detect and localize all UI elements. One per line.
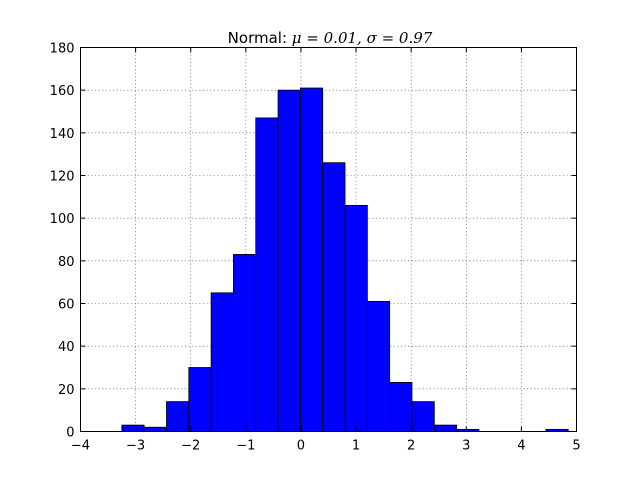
histogram-bar xyxy=(389,382,413,432)
plot-frame xyxy=(80,47,577,432)
histogram-bar xyxy=(366,300,391,432)
chart-title-text: Normal: xyxy=(228,29,292,47)
x-tick-label: 5 xyxy=(572,439,580,454)
chart-title: Normal: μ = 0.01, σ = 0.97 xyxy=(228,29,433,47)
x-tick-label: 0 xyxy=(297,439,305,454)
y-tick-label: 160 xyxy=(50,84,75,99)
histogram-bar xyxy=(433,424,458,432)
y-tick-label: 80 xyxy=(58,255,75,270)
histogram-bar xyxy=(344,204,368,432)
x-tick-label: 4 xyxy=(517,439,525,454)
y-tick-label: 20 xyxy=(58,383,75,398)
histogram-bar xyxy=(277,89,301,432)
y-tick-label: 120 xyxy=(50,170,75,185)
histogram-bar xyxy=(299,87,324,432)
y-tick-label: 0 xyxy=(66,426,74,441)
tick-labels: −4 −3 −2 −1 0 1 2 3 4 5 0 20 40 60 80 100 120 140 160 180 xyxy=(50,42,581,454)
histogram-bar xyxy=(411,401,435,432)
x-tick-label: −3 xyxy=(126,439,145,454)
histogram-bar xyxy=(121,424,145,432)
histogram-bar xyxy=(255,117,279,432)
y-tick-label: 180 xyxy=(50,42,75,57)
y-tick-label: 60 xyxy=(58,298,75,313)
x-tick-label: −4 xyxy=(71,439,90,454)
histogram-bar xyxy=(188,367,212,432)
x-tick-label: 1 xyxy=(352,439,360,454)
svg-text:Normal: μ = 0.01, σ = 0.97: Normal: μ = 0.01, σ = 0.97 xyxy=(228,29,433,47)
x-tick-label: −2 xyxy=(181,439,200,454)
histogram-bar xyxy=(233,254,257,432)
x-tick-label: 2 xyxy=(407,439,415,454)
histogram-bar xyxy=(166,401,190,432)
y-tick-label: 140 xyxy=(50,127,75,142)
y-tick-label: 100 xyxy=(50,212,75,227)
bars xyxy=(121,87,569,432)
histogram-bar xyxy=(322,162,346,432)
y-tick-label: 40 xyxy=(58,340,75,355)
x-tick-label: 3 xyxy=(462,439,470,454)
histogram-bar xyxy=(143,426,167,432)
histogram-bar xyxy=(210,292,234,432)
chart-title-math: μ = 0.01, σ = 0.97 xyxy=(292,29,433,47)
x-tick-label: −1 xyxy=(236,439,255,454)
axis-ticks xyxy=(80,47,577,432)
